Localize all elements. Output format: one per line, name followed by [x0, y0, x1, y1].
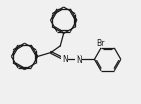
Text: H: H	[76, 55, 81, 60]
Text: N: N	[62, 55, 68, 64]
Text: N: N	[76, 56, 82, 65]
Text: Br: Br	[96, 39, 105, 48]
